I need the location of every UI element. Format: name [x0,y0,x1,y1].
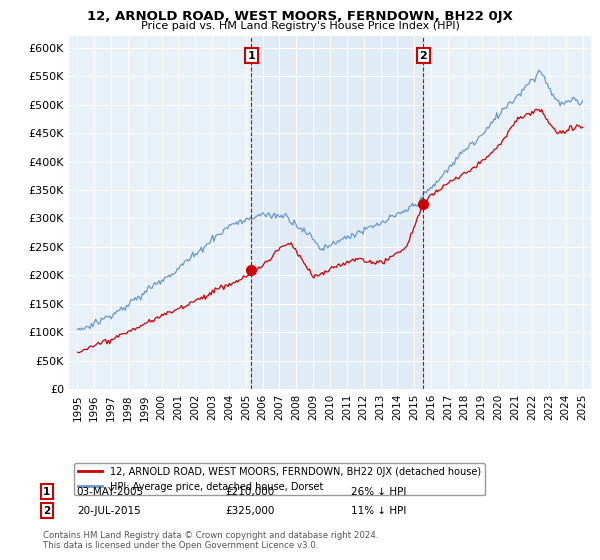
Text: £325,000: £325,000 [225,506,274,516]
Text: 1: 1 [43,487,50,497]
Text: Contains HM Land Registry data © Crown copyright and database right 2024.
This d: Contains HM Land Registry data © Crown c… [43,531,379,550]
Text: 03-MAY-2005: 03-MAY-2005 [77,487,144,497]
Text: £210,000: £210,000 [225,487,274,497]
Text: 11% ↓ HPI: 11% ↓ HPI [351,506,406,516]
Text: 2: 2 [43,506,50,516]
Text: 26% ↓ HPI: 26% ↓ HPI [351,487,406,497]
Text: 2: 2 [419,50,427,60]
Text: 20-JUL-2015: 20-JUL-2015 [77,506,140,516]
Bar [251,36,424,389]
Text: Price paid vs. HM Land Registry's House Price Index (HPI): Price paid vs. HM Land Registry's House … [140,21,460,31]
Text: 1: 1 [247,50,255,60]
Text: 12, ARNOLD ROAD, WEST MOORS, FERNDOWN, BH22 0JX: 12, ARNOLD ROAD, WEST MOORS, FERNDOWN, B… [87,10,513,23]
Legend: 12, ARNOLD ROAD, WEST MOORS, FERNDOWN, BH22 0JX (detached house), HPI: Average p: 12, ARNOLD ROAD, WEST MOORS, FERNDOWN, B… [74,463,485,496]
